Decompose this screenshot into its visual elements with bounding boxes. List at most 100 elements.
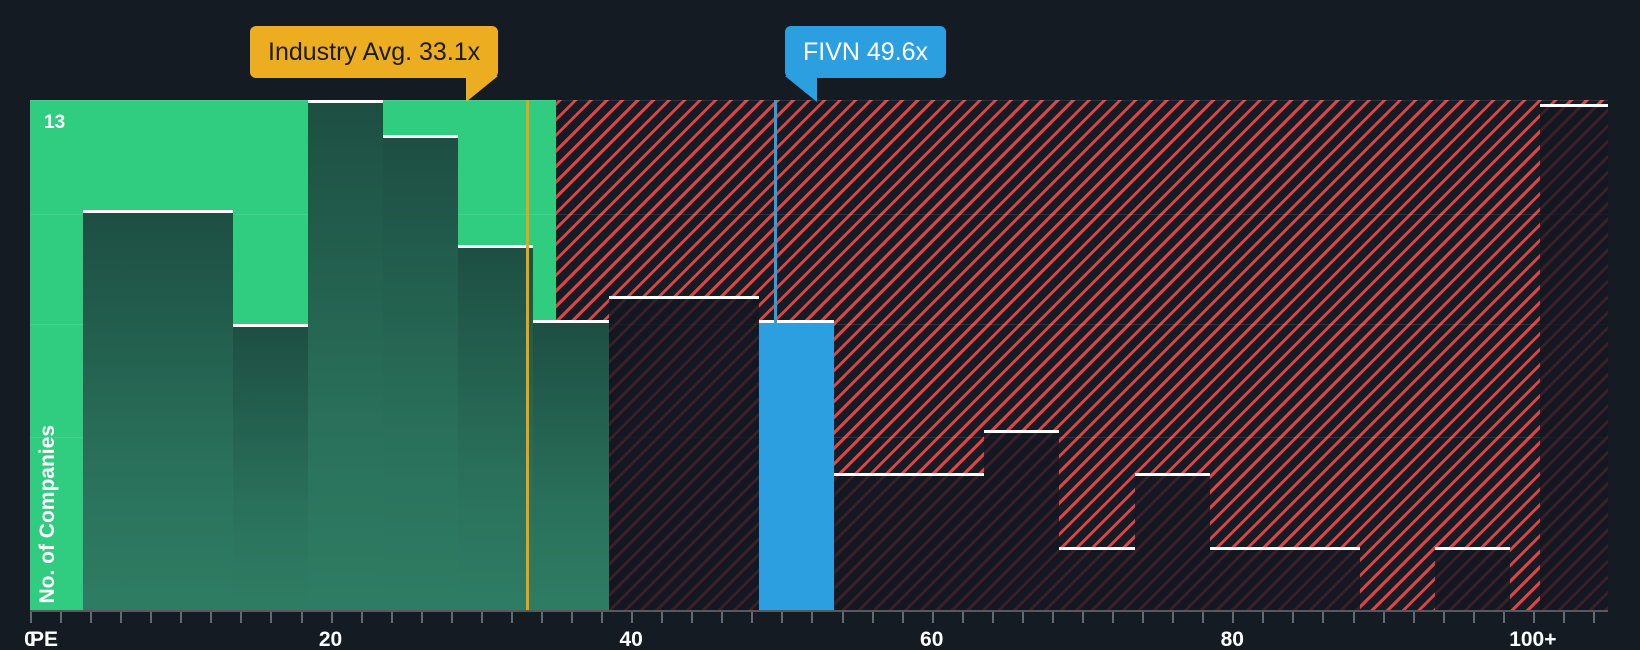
- bar-cap: [1059, 547, 1135, 551]
- histogram-bar[interactable]: [984, 429, 1060, 610]
- bar-cap: [1134, 472, 1210, 476]
- histogram-bar[interactable]: [758, 319, 835, 610]
- x-axis-tick: [390, 612, 393, 623]
- histogram-bar[interactable]: [458, 245, 534, 610]
- bar-body: [608, 299, 684, 610]
- x-axis-tick: [1262, 612, 1265, 623]
- x-axis-tick: [300, 612, 303, 623]
- x-axis-title: PE: [30, 628, 59, 650]
- x-axis-tick: [480, 612, 483, 623]
- x-axis-tick: [1202, 612, 1205, 623]
- histogram-bar[interactable]: [1134, 472, 1210, 610]
- x-axis-tick: [1592, 612, 1595, 623]
- bar-body: [834, 475, 910, 610]
- x-axis-tick: [811, 612, 814, 623]
- bar-cap: [383, 135, 459, 139]
- fivn-callout-label: FIVN 49.6x: [803, 37, 929, 66]
- histogram-bar[interactable]: [82, 209, 158, 610]
- x-axis-tick: [330, 612, 333, 623]
- histogram-bar[interactable]: [909, 472, 985, 610]
- x-axis-tick-label: 80: [1220, 628, 1244, 650]
- histogram-bar[interactable]: [383, 135, 459, 610]
- bar-cap: [1435, 547, 1511, 551]
- bar-body: [533, 322, 609, 610]
- histogram-bar[interactable]: [1435, 547, 1511, 610]
- bar-cap: [1284, 547, 1361, 551]
- bar-body: [1435, 550, 1511, 610]
- x-axis-tick: [961, 612, 964, 623]
- bar-body: [157, 212, 233, 610]
- x-axis-tick: [781, 612, 784, 623]
- x-axis-tick: [901, 612, 904, 623]
- fivn-callout[interactable]: FIVN 49.6x: [785, 26, 947, 102]
- x-axis-tick: [180, 612, 183, 623]
- histogram-bar[interactable]: [608, 296, 684, 610]
- bar-cap: [157, 209, 233, 213]
- x-axis-tick: [1382, 612, 1385, 623]
- x-axis-tick: [420, 612, 423, 623]
- histogram-bar[interactable]: [157, 209, 233, 610]
- bar-cap: [1540, 103, 1608, 107]
- histogram-bar[interactable]: [1059, 547, 1135, 610]
- x-axis-tick: [1472, 612, 1475, 623]
- x-axis-tick: [1442, 612, 1445, 623]
- x-axis-tick: [1142, 612, 1145, 623]
- bar-cap: [232, 323, 309, 327]
- bar-cap: [82, 209, 158, 213]
- histogram-bar[interactable]: [834, 472, 910, 610]
- bar-body: [1209, 550, 1285, 610]
- x-axis-tick: [360, 612, 363, 623]
- x-axis-tick: [1532, 612, 1535, 623]
- x-axis-tick: [721, 612, 724, 623]
- bar-cap: [909, 472, 985, 476]
- x-axis-tick-label: 60: [920, 628, 944, 650]
- x-axis-tick: [841, 612, 844, 623]
- histogram-bar[interactable]: [232, 323, 309, 610]
- x-axis-tick: [661, 612, 664, 623]
- industry-average-marker-line: [526, 100, 530, 610]
- x-axis-tick: [90, 612, 93, 623]
- x-axis-tick: [1051, 612, 1054, 623]
- bar-cap: [608, 296, 684, 300]
- x-axis-tick: [540, 612, 543, 623]
- x-axis-tick: [270, 612, 273, 623]
- histogram-bar[interactable]: [308, 100, 384, 610]
- histogram-bar[interactable]: [683, 296, 759, 610]
- histogram-bar[interactable]: [1540, 103, 1608, 610]
- bar-body: [758, 322, 835, 610]
- x-axis-tick: [1082, 612, 1084, 623]
- x-axis-tick: [1232, 612, 1235, 623]
- histogram-bar[interactable]: [1284, 547, 1361, 610]
- x-axis-tick-label: 20: [318, 628, 343, 650]
- x-axis-tick: [120, 612, 123, 623]
- x-axis-tick: [210, 612, 213, 623]
- x-axis-tick: [60, 612, 63, 623]
- x-axis-tick: [1502, 612, 1505, 623]
- x-axis-tick: [1292, 612, 1295, 623]
- x-axis-tick: [931, 612, 934, 623]
- y-axis-max-label: 13: [44, 112, 66, 133]
- x-axis-tick: [510, 612, 513, 623]
- x-axis-tick: [1172, 612, 1175, 623]
- x-axis-tick: [631, 612, 634, 623]
- x-axis-tick: [691, 612, 694, 623]
- bar-cap: [533, 319, 609, 323]
- x-axis-tick: [1322, 612, 1325, 623]
- bar-body: [232, 326, 309, 610]
- histogram-bar[interactable]: [1209, 547, 1285, 610]
- bar-body: [458, 248, 534, 610]
- x-axis-tick: [1562, 612, 1565, 623]
- bar-cap: [458, 245, 534, 249]
- gridline: [30, 213, 1608, 215]
- histogram-bar[interactable]: [533, 319, 609, 610]
- industry-average-callout-label: Industry Avg. 33.1x: [268, 37, 481, 66]
- x-axis-tick: [240, 612, 243, 623]
- x-axis-tick: [871, 612, 874, 623]
- x-axis-tick: [1112, 612, 1115, 623]
- x-axis-tick-label: 0: [24, 628, 36, 650]
- x-axis-tick: [1021, 612, 1024, 623]
- x-axis-tick: [1352, 612, 1355, 623]
- bar-body: [683, 299, 759, 610]
- industry-average-callout[interactable]: Industry Avg. 33.1x: [250, 26, 499, 102]
